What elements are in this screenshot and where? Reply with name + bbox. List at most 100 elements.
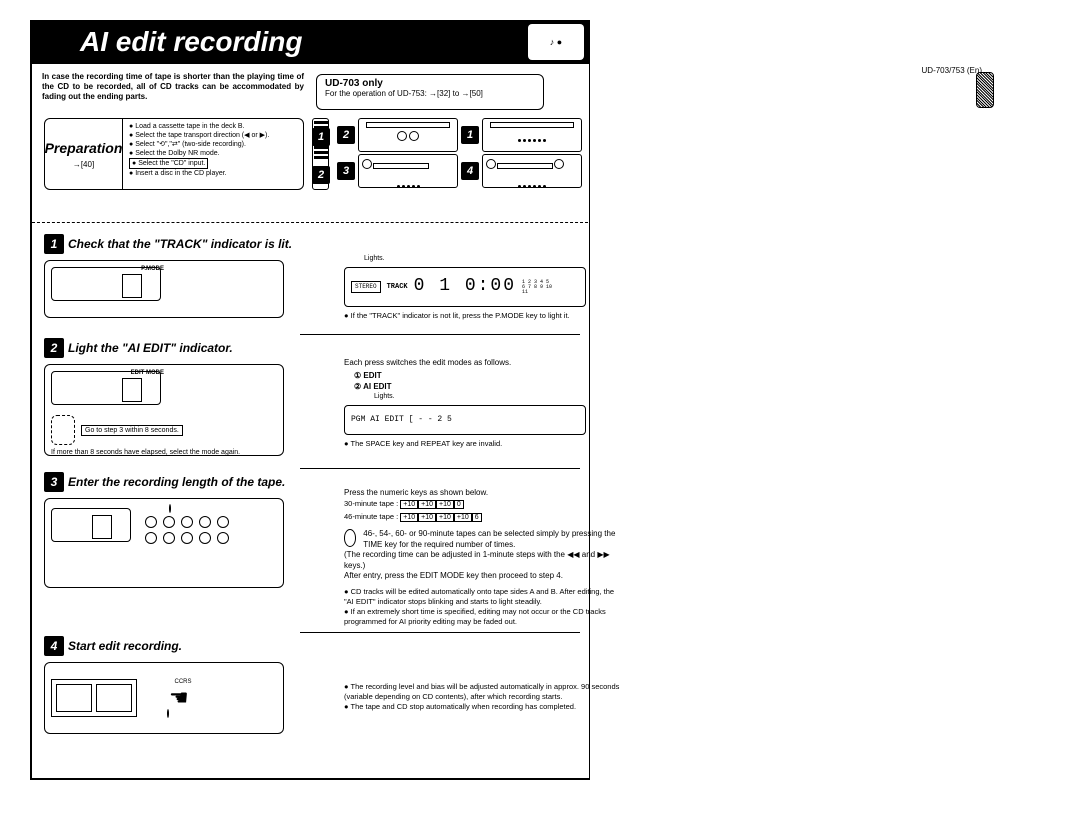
time-key-note: 46-, 54-, 60- or 90-minute tapes can be … (363, 529, 624, 550)
within-8s: Go to step 3 within 8 seconds. (81, 425, 183, 436)
key-seq: +10 (400, 500, 418, 509)
key-seq: +10 (436, 513, 454, 522)
time-key-icon (344, 529, 356, 547)
after-entry: After entry, press the EDIT MODE key the… (344, 571, 624, 581)
preparation-box: Preparation →[40] Load a cassette tape i… (44, 118, 304, 190)
remote-illustration: P.MODE (51, 267, 161, 301)
diagram-marker-1: 1 (312, 128, 330, 146)
step-4-diagram: CCRS (44, 662, 284, 734)
step-number-2: 2 (44, 338, 64, 358)
edit-mode-2: ② AI EDIT (354, 382, 624, 392)
cd-sketch (358, 154, 458, 188)
lights-label-2: Lights. (374, 392, 624, 401)
elapsed-note: If more than 8 seconds have elapsed, sel… (51, 449, 277, 456)
key-seq: +10 (454, 513, 472, 522)
step-1-remote: P.MODE (44, 260, 284, 318)
diagram-marker-4: 4 (461, 162, 479, 180)
prep-item: Select the tape transport direction (◀ o… (129, 131, 269, 140)
step-separator (300, 334, 580, 335)
ai-edit-panel: PGM AI EDIT [ - - 2 5 (351, 415, 452, 425)
step-separator (300, 468, 580, 469)
model-badge: UD-703 only For the operation of UD-753:… (316, 74, 544, 110)
track-grid: 1 2 3 4 5 6 7 8 9 10 11 (522, 280, 552, 295)
remote-illustration: EDIT MODE (51, 371, 161, 405)
diagram-marker-1b: 1 (461, 126, 479, 144)
track-indicator: TRACK (387, 283, 408, 292)
prep-item: Insert a disc in the CD player. (129, 169, 269, 178)
preparation-list: Load a cassette tape in the deck B. Sele… (123, 119, 275, 189)
step-4-detail: The recording level and bias will be adj… (344, 682, 624, 711)
step-1: 1 Check that the "TRACK" indicator is li… (44, 234, 584, 318)
step-2-note: The SPACE key and REPEAT key are invalid… (344, 439, 624, 449)
display-panel-2: PGM AI EDIT [ - - 2 5 (344, 405, 586, 435)
each-press: Each press switches the edit modes as fo… (344, 358, 624, 368)
prep-item-boxed: Select the "CD" input. (129, 158, 208, 169)
title-bar: AI edit recording ♪ ● (30, 20, 590, 64)
side-tab-icon (976, 72, 994, 108)
step-number-1: 1 (44, 234, 64, 254)
diagram-marker-2b: 2 (337, 126, 355, 144)
step-2-remote: EDIT MODE Go to step 3 within 8 seconds.… (44, 364, 284, 456)
step-3-title: Enter the recording length of the tape. (68, 475, 285, 489)
s3-note1: CD tracks will be edited automatically o… (344, 587, 624, 607)
step-3-detail: Press the numeric keys as shown below. 3… (344, 488, 624, 626)
tuner-sketch (482, 154, 582, 188)
deck-sketch (358, 118, 458, 152)
step-number-3: 3 (44, 472, 64, 492)
step-3-remote (44, 498, 284, 588)
diagram-marker-3: 3 (337, 162, 355, 180)
key-seq: +10 (400, 513, 418, 522)
preparation-pageref: →[40] (73, 160, 94, 169)
key-seq: 6 (472, 513, 482, 522)
prep-item: Load a cassette tape in the deck B. (129, 122, 269, 131)
key-seq: +10 (418, 500, 436, 509)
intro-text: In case the recording time of tape is sh… (42, 72, 304, 102)
step-separator (300, 632, 580, 633)
step-3: 3 Enter the recording length of the tape… (44, 472, 584, 588)
step-number-4: 4 (44, 636, 64, 656)
step-2-detail: Each press switches the edit modes as fo… (344, 358, 624, 449)
prep-item: Select "⟲","⇄" (two-side recording). (129, 140, 269, 149)
preparation-label: Preparation →[40] (45, 119, 123, 189)
step-1-detail: Lights. STEREO TRACK 0 1 0:00 1 2 3 4 5 … (344, 254, 624, 321)
stereo-badge: STEREO (351, 281, 381, 293)
key-seq: +10 (418, 513, 436, 522)
equipment-diagrams: 1 2 2 1 3 4 (312, 118, 582, 214)
display-panel: STEREO TRACK 0 1 0:00 1 2 3 4 5 6 7 8 9 … (344, 267, 586, 307)
model-operation-line: For the operation of UD-753: →[32] to →[… (325, 89, 535, 98)
pmode-label: P.MODE (141, 266, 164, 272)
key-seq: 0 (454, 500, 464, 509)
deck-sketch (51, 679, 137, 717)
tape-30-label: 30-minute tape : (344, 499, 398, 508)
adjust-note: (The recording time can be adjusted in 1… (344, 550, 624, 571)
lights-label: Lights. (364, 254, 624, 263)
s4-note1: The recording level and bias will be adj… (344, 682, 624, 702)
step-1-title: Check that the "TRACK" indicator is lit. (68, 237, 292, 251)
timer-character-icon (51, 415, 75, 445)
remote-illustration (51, 508, 131, 542)
amp-sketch (482, 118, 582, 152)
display-digits: 0 1 0:00 (414, 275, 516, 298)
editmode-label: EDIT MODE (131, 370, 164, 376)
press-numeric: Press the numeric keys as shown below. (344, 488, 624, 498)
step-4: 4 Start edit recording. CCRS The recordi… (44, 636, 584, 734)
model-only: UD-703 only (325, 78, 535, 89)
preparation-title: Preparation (45, 140, 123, 156)
step-4-title: Start edit recording. (68, 639, 182, 653)
model-reference: UD-703/753 (En) (922, 66, 982, 75)
press-hand-icon (169, 685, 199, 715)
tape-46-label: 46-minute tape : (344, 512, 398, 521)
step-2: 2 Light the "AI EDIT" indicator. EDIT MO… (44, 338, 584, 456)
diagram-marker-2: 2 (312, 166, 330, 184)
step-2-title: Light the "AI EDIT" indicator. (68, 341, 233, 355)
title-illustration-icon: ♪ ● (528, 24, 584, 60)
step-1-note: If the "TRACK" indicator is not lit, pre… (344, 311, 624, 321)
key-seq: +10 (436, 500, 454, 509)
page-title: AI edit recording (30, 26, 302, 58)
dashed-separator (32, 222, 588, 223)
numeric-keypad-icon (145, 505, 229, 544)
s3-note2: If an extremely short time is specified,… (344, 607, 624, 627)
edit-mode-1: ① EDIT (354, 371, 624, 381)
s4-note2: The tape and CD stop automatically when … (344, 702, 624, 712)
prep-item: Select the Dolby NR mode. (129, 149, 269, 158)
